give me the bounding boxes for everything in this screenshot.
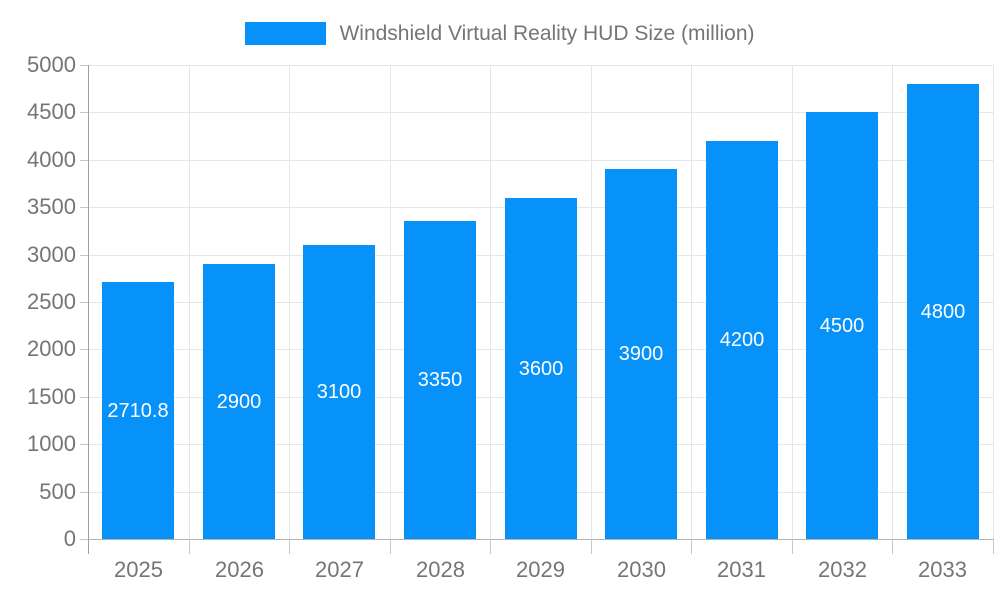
y-axis-tick-label: 1000 bbox=[27, 431, 76, 456]
x-axis-tick-label: 2027 bbox=[315, 557, 364, 582]
bar-2026[interactable]: 2900 bbox=[203, 264, 275, 539]
x-axis-tick-label: 2029 bbox=[516, 557, 565, 582]
legend-swatch bbox=[245, 21, 327, 45]
y-axis-tick-label: 3000 bbox=[27, 242, 76, 267]
bar-value-label: 3900 bbox=[618, 343, 664, 365]
bar-2033[interactable]: 4800 bbox=[907, 84, 979, 539]
x-axis-tick bbox=[189, 539, 190, 554]
x-axis-tick bbox=[993, 539, 994, 554]
bar-value-label: 3600 bbox=[518, 357, 564, 380]
y-axis-tick bbox=[80, 255, 88, 256]
bar-2031[interactable]: 4200 bbox=[706, 141, 778, 539]
bar-value-label: 4200 bbox=[719, 329, 765, 351]
bar-2032[interactable]: 4500 bbox=[806, 112, 878, 539]
y-axis-tick bbox=[80, 65, 88, 66]
y-axis-tick bbox=[80, 349, 88, 350]
bar-2029[interactable]: 3600 bbox=[505, 198, 577, 539]
y-axis-tick bbox=[80, 492, 88, 493]
gridline-vertical bbox=[289, 65, 290, 539]
x-axis-tick bbox=[792, 539, 793, 554]
y-axis-tick-label: 4500 bbox=[27, 99, 76, 124]
y-axis-tick bbox=[80, 397, 88, 398]
y-axis-tick bbox=[80, 160, 88, 161]
bar-2027[interactable]: 3100 bbox=[303, 245, 375, 539]
gridline-vertical bbox=[390, 65, 391, 539]
bar-value-label: 3350 bbox=[417, 369, 463, 391]
gridline-horizontal bbox=[88, 112, 993, 113]
x-axis-tick bbox=[892, 539, 893, 554]
legend[interactable]: Windshield Virtual Reality HUD Size (mil… bbox=[0, 18, 1000, 48]
gridline-vertical bbox=[490, 65, 491, 539]
x-axis-baseline bbox=[88, 539, 993, 540]
y-axis-tick-label: 2500 bbox=[27, 289, 76, 314]
y-axis-tick-label: 5000 bbox=[27, 52, 76, 77]
x-axis-tick-label: 2032 bbox=[818, 557, 867, 582]
x-axis-tick-label: 2031 bbox=[717, 557, 766, 582]
y-axis-tick-label: 0 bbox=[63, 526, 76, 551]
bar-2028[interactable]: 3350 bbox=[404, 221, 476, 539]
x-axis-tick bbox=[691, 539, 692, 554]
y-axis-tick-label: 2000 bbox=[27, 336, 76, 361]
y-axis-line bbox=[88, 65, 89, 554]
y-axis-tick bbox=[80, 207, 88, 208]
y-axis-tick bbox=[80, 444, 88, 445]
x-axis-tick-label: 2025 bbox=[114, 557, 163, 582]
gridline-vertical bbox=[591, 65, 592, 539]
x-axis-tick bbox=[490, 539, 491, 554]
legend-label: Windshield Virtual Reality HUD Size (mil… bbox=[339, 21, 755, 45]
x-axis-tick-label: 2028 bbox=[416, 557, 465, 582]
bar-2030[interactable]: 3900 bbox=[605, 169, 677, 539]
y-axis-tick-label: 500 bbox=[39, 479, 76, 504]
gridline-vertical bbox=[892, 65, 893, 539]
x-axis-tick bbox=[591, 539, 592, 554]
gridline-vertical bbox=[189, 65, 190, 539]
y-axis-tick bbox=[80, 302, 88, 303]
x-axis-tick bbox=[289, 539, 290, 554]
y-axis-tick bbox=[80, 112, 88, 113]
bar-value-label: 2900 bbox=[216, 390, 262, 413]
x-axis-tick bbox=[390, 539, 391, 554]
gridline-horizontal bbox=[88, 160, 993, 161]
gridline-vertical bbox=[792, 65, 793, 539]
bar-value-label: 4800 bbox=[920, 300, 966, 323]
x-axis-tick-label: 2033 bbox=[918, 557, 967, 582]
bar-2025[interactable]: 2710.8 bbox=[102, 282, 174, 539]
x-axis-tick-label: 2026 bbox=[215, 557, 264, 582]
y-axis-tick bbox=[80, 539, 88, 540]
bar-value-label: 4500 bbox=[819, 314, 865, 337]
y-axis-tick-label: 3500 bbox=[27, 194, 76, 219]
gridline-horizontal bbox=[88, 65, 993, 66]
y-axis-tick-label: 1500 bbox=[27, 384, 76, 409]
x-axis-tick-label: 2030 bbox=[617, 557, 666, 582]
gridline-vertical bbox=[993, 65, 994, 539]
bar-value-label: 3100 bbox=[316, 381, 362, 403]
bar-value-label: 2710.8 bbox=[107, 399, 169, 422]
y-axis-tick-label: 4000 bbox=[27, 147, 76, 172]
gridline-vertical bbox=[691, 65, 692, 539]
